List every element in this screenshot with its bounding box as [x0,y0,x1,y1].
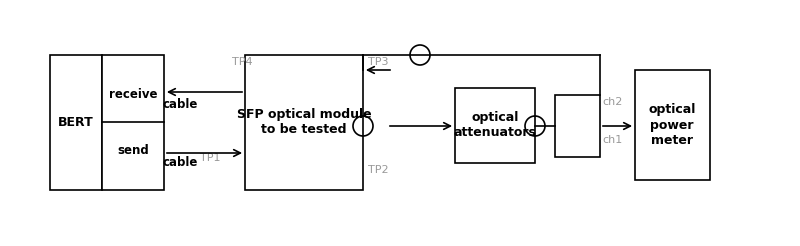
Bar [102,55,164,190]
Text: BERT: BERT [58,116,94,128]
Bar [455,88,535,163]
Text: receive: receive [109,89,158,102]
Text: ch1: ch1 [602,135,622,145]
Text: send: send [117,143,149,156]
Text: TP1: TP1 [200,153,221,163]
Text: TP4: TP4 [232,57,253,67]
Bar [635,70,710,180]
Text: SFP optical module
to be tested: SFP optical module to be tested [237,108,371,136]
Bar [245,55,363,190]
Bar [555,95,600,157]
Text: TP3: TP3 [368,57,389,67]
Bar [50,55,102,190]
Text: cable: cable [162,155,198,169]
Text: ch2: ch2 [602,97,622,107]
Text: optical
power
meter: optical power meter [648,104,696,147]
Text: cable: cable [162,98,198,111]
Text: TP2: TP2 [368,165,389,175]
Text: optical
attenuators: optical attenuators [454,111,537,139]
